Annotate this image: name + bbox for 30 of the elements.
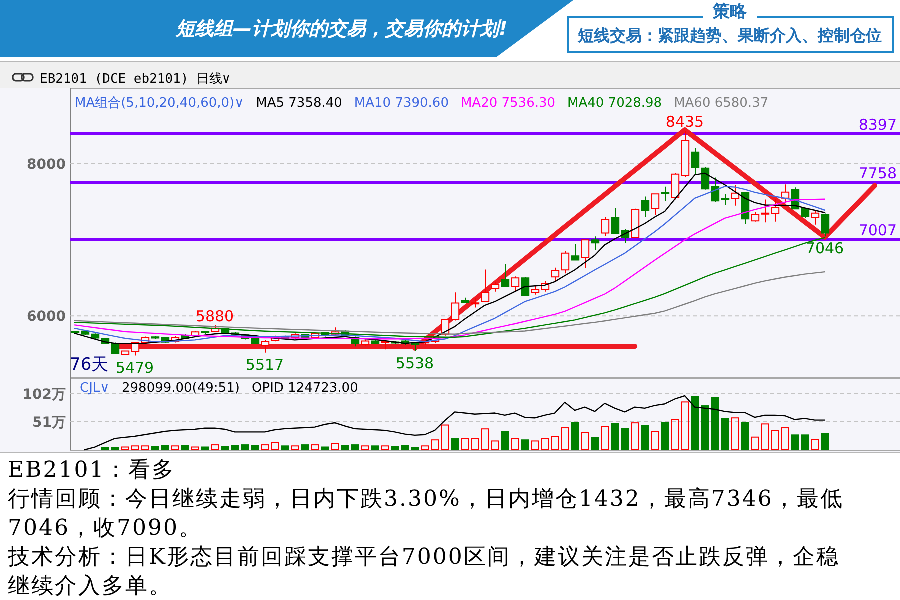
annotation: 5479 — [116, 358, 154, 377]
text: MA20 7536.30 — [460, 96, 556, 111]
y-tick-label: 8000 — [27, 157, 66, 174]
ref-line-label: 7007 — [858, 222, 897, 240]
annotation: 8435 — [666, 112, 704, 131]
text: MA40 7028.98 — [568, 96, 662, 111]
text: MA5 7358.40 — [256, 96, 342, 111]
annotation: 5538 — [396, 354, 434, 372]
chart-title: CJL∨ — [80, 381, 110, 396]
y-tick-label: 102万 — [22, 386, 66, 403]
text: 行情回顾：今日继续走弱，日内下跌3.30%，日内增仓1432，最高7346，最低7046，收7090。 — [8, 486, 845, 543]
ref-line-label: 8397 — [858, 116, 897, 134]
ref-line-label: 7758 — [858, 164, 897, 182]
legend-title: MA组合(5,10,20,40,60,0)∨ — [75, 96, 244, 111]
text: 技术分析：日K形态目前回踩支撑平台7000区间，建议关注是否止跌反弹，企稳继续介入多单。 — [8, 544, 841, 600]
text: 策略 — [712, 2, 748, 22]
text: MA60 6580.37 — [674, 96, 769, 111]
text: 短线交易：紧跟趋势、果断介入、控制仓位 — [577, 26, 882, 45]
chart-title: EB2101 (DCE eb2101) 日线∨ — [40, 72, 230, 87]
text: MA10 7390.60 — [354, 96, 449, 111]
y-tick-label: 6000 — [27, 309, 66, 326]
annotation: 5517 — [246, 356, 284, 374]
text: EB2101：看多 — [8, 457, 177, 485]
chart-subtitle: 298099.00(49:51) — [122, 381, 240, 396]
annotation: 7046 — [806, 240, 844, 258]
annotation: 5880 — [196, 307, 234, 326]
text: 短线组—计划你的交易，交易你的计划! — [175, 18, 508, 40]
y-tick-label: 51万 — [32, 414, 66, 431]
text: OPID 124723.00 — [252, 381, 358, 396]
annotation: 76天 — [70, 355, 109, 375]
